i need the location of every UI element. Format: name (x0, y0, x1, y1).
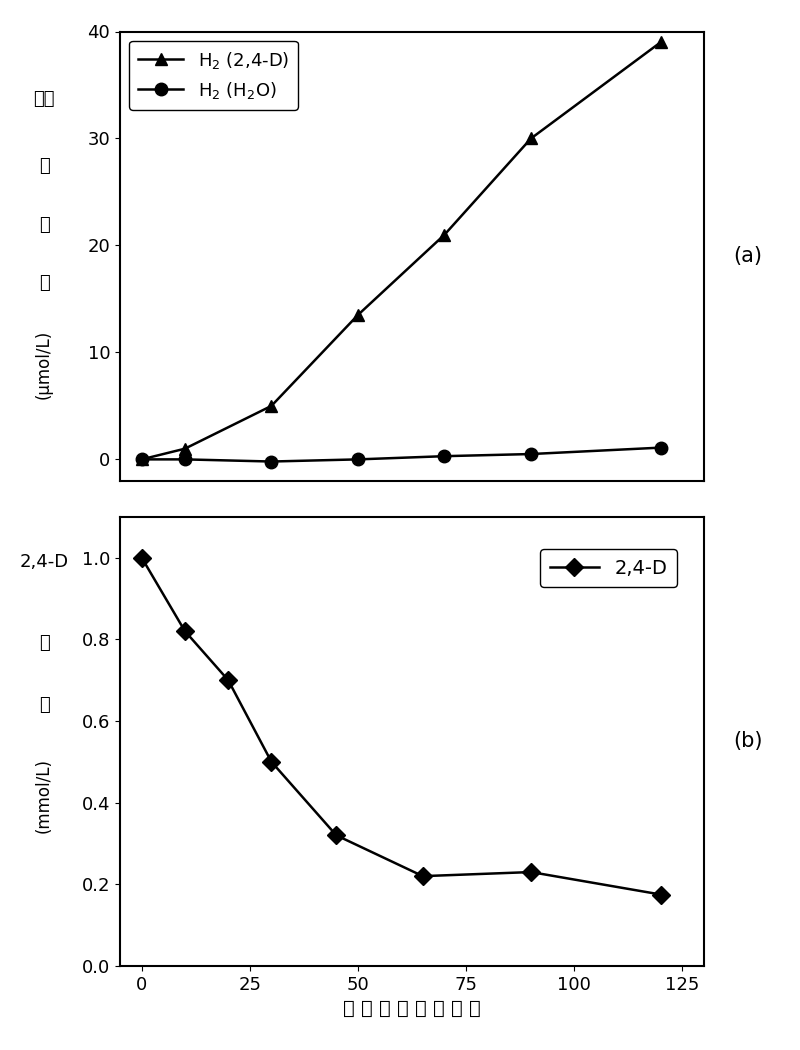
H$_2$ (2,4-D) (440, 229, 450, 242)
Line: 2,4-D: 2,4-D (135, 551, 667, 901)
Text: (a): (a) (734, 246, 762, 266)
Text: 度: 度 (38, 696, 50, 714)
H$_2$ (H$_2$O) (526, 447, 536, 460)
H$_2$ (H$_2$O) (137, 454, 146, 466)
2,4-D (180, 625, 190, 637)
2,4-D (656, 888, 666, 901)
Line: H$_2$ (2,4-D): H$_2$ (2,4-D) (135, 36, 667, 465)
H$_2$ (2,4-D) (137, 454, 146, 466)
2,4-D (526, 866, 536, 879)
Text: (b): (b) (734, 732, 762, 752)
Text: 2,4-D: 2,4-D (19, 552, 69, 570)
2,4-D (418, 869, 428, 882)
Legend: 2,4-D: 2,4-D (540, 549, 677, 587)
2,4-D (223, 674, 233, 687)
Legend: H$_2$ (2,4-D), H$_2$ (H$_2$O): H$_2$ (2,4-D), H$_2$ (H$_2$O) (129, 41, 298, 109)
Text: 产: 产 (38, 158, 50, 175)
X-axis label: 光 照 时 间 （ 分 钟 ）: 光 照 时 间 （ 分 钟 ） (343, 1000, 481, 1018)
2,4-D (137, 551, 146, 564)
H$_2$ (H$_2$O) (656, 441, 666, 454)
H$_2$ (2,4-D) (180, 442, 190, 455)
Line: H$_2$ (H$_2$O): H$_2$ (H$_2$O) (135, 441, 667, 467)
H$_2$ (2,4-D) (526, 132, 536, 145)
H$_2$ (2,4-D) (656, 36, 666, 48)
Text: 氢气: 氢气 (34, 90, 55, 108)
Text: (mmol/L): (mmol/L) (35, 758, 53, 833)
H$_2$ (2,4-D) (353, 309, 362, 321)
Text: 浓: 浓 (38, 633, 50, 651)
H$_2$ (H$_2$O) (180, 454, 190, 466)
2,4-D (331, 830, 341, 842)
H$_2$ (H$_2$O) (353, 454, 362, 466)
Text: (μmol/L): (μmol/L) (35, 330, 53, 399)
2,4-D (266, 756, 276, 769)
H$_2$ (H$_2$O) (440, 449, 450, 462)
Text: 量: 量 (38, 274, 50, 292)
H$_2$ (H$_2$O) (266, 456, 276, 468)
Text: 生: 生 (38, 215, 50, 234)
H$_2$ (2,4-D) (266, 400, 276, 413)
